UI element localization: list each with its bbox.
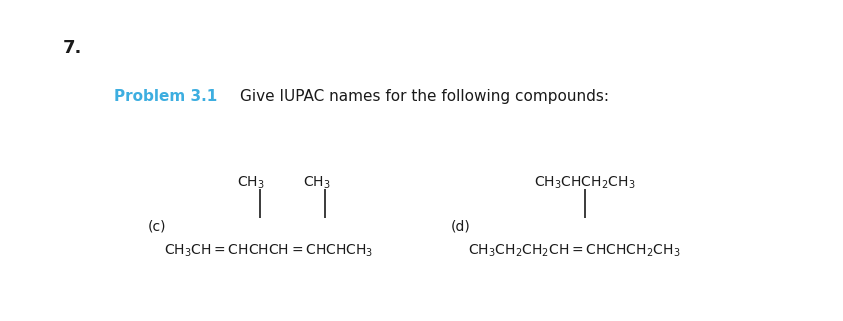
Text: 7.: 7. (63, 39, 83, 56)
Text: Problem 3.1: Problem 3.1 (114, 89, 217, 104)
Text: $\mathregular{CH_3}$: $\mathregular{CH_3}$ (238, 175, 265, 191)
Text: Give IUPAC names for the following compounds:: Give IUPAC names for the following compo… (240, 89, 609, 104)
Text: $\mathregular{CH_3CHCH_2CH_3}$: $\mathregular{CH_3CHCH_2CH_3}$ (534, 175, 636, 191)
Text: $\mathregular{CH_3CH_2CH_2CH{=}CHCHCH_2CH_3}$: $\mathregular{CH_3CH_2CH_2CH{=}CHCHCH_2C… (468, 242, 680, 259)
Text: (c): (c) (148, 219, 166, 233)
Text: $\mathregular{CH_3}$: $\mathregular{CH_3}$ (303, 175, 330, 191)
Text: $\mathregular{CH_3CH{=}CHCHCH{=}CHCHCH_3}$: $\mathregular{CH_3CH{=}CHCHCH{=}CHCHCH_3… (164, 242, 373, 259)
Text: (d): (d) (451, 219, 470, 233)
